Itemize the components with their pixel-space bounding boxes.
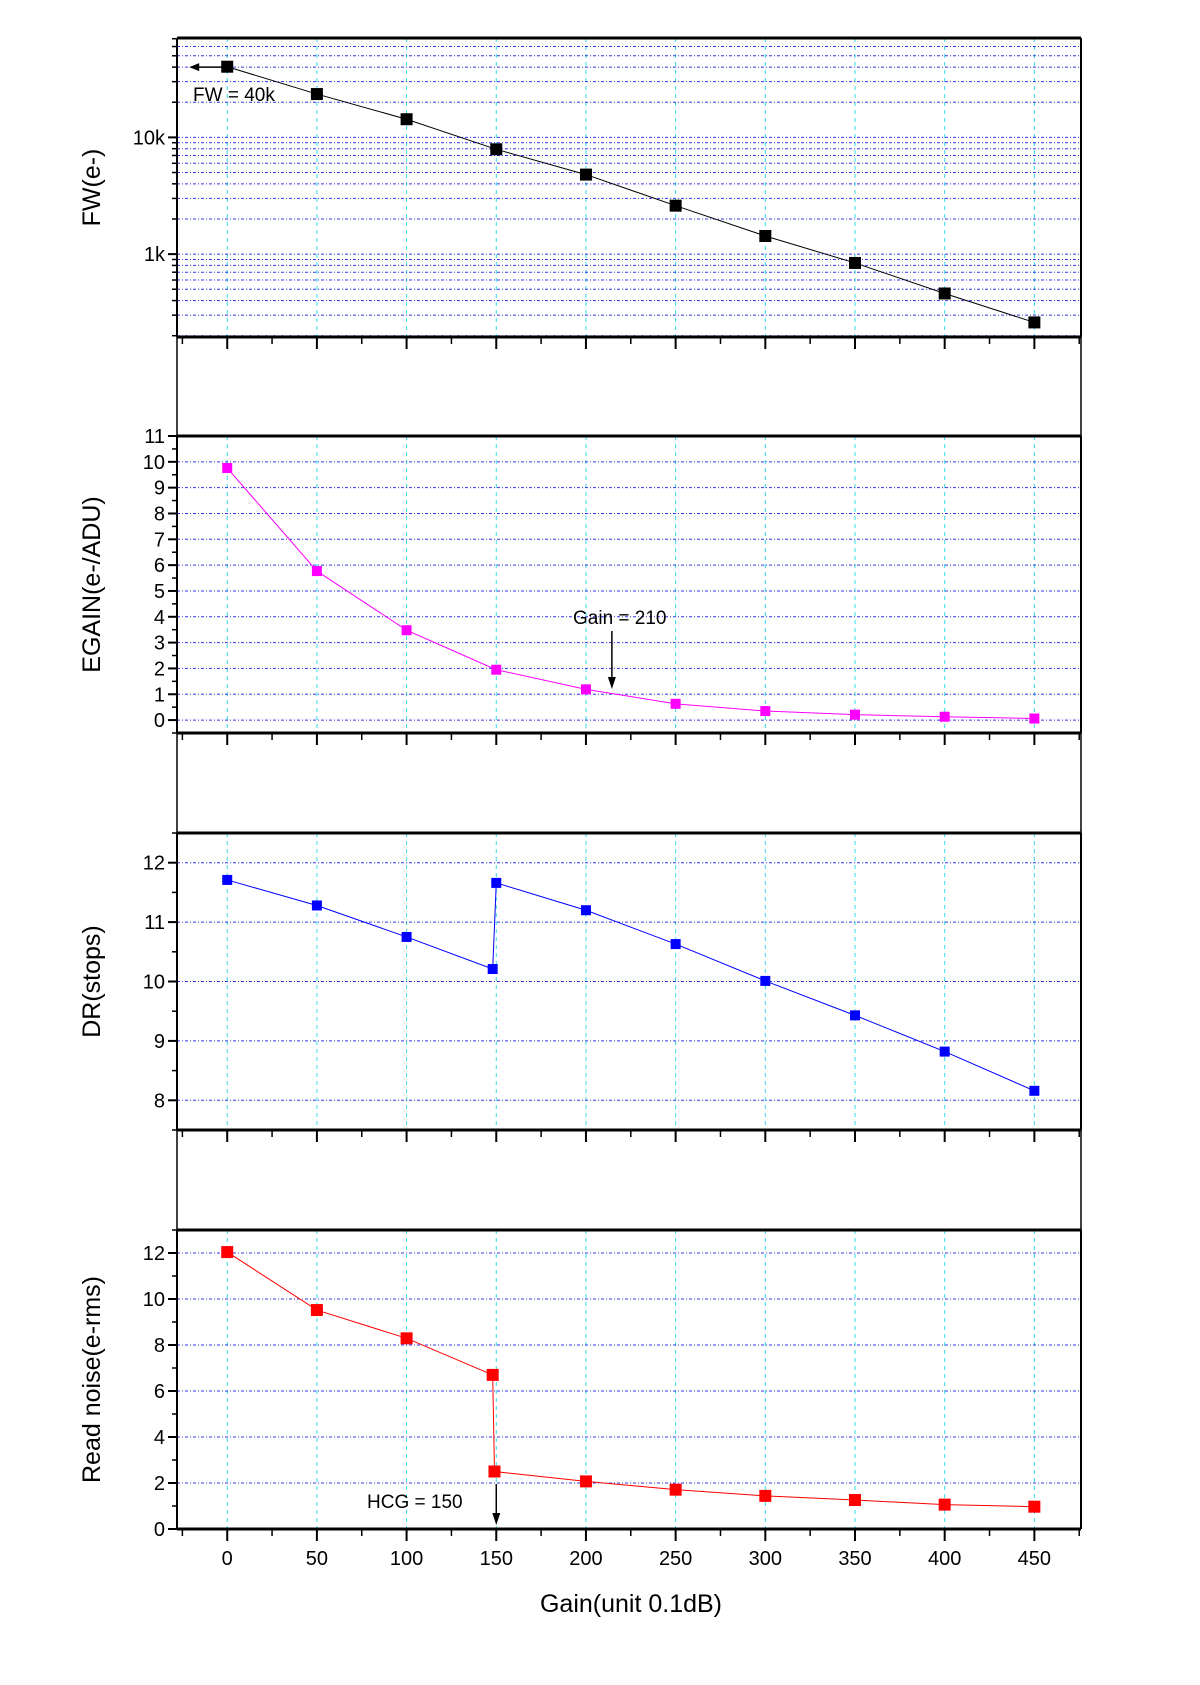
data-point	[490, 143, 503, 156]
data-point	[938, 1498, 951, 1511]
data-point	[669, 199, 682, 212]
data-point	[759, 229, 772, 242]
data-point	[400, 113, 413, 126]
data-point	[310, 1304, 323, 1317]
data-point	[669, 1483, 682, 1496]
panel-3: 8 9 10 11 12 DR(stops)	[78, 831, 1082, 1142]
y-tick-label: 5	[154, 581, 165, 603]
y-axis-label: Read noise(e-rms)	[78, 1276, 106, 1483]
x-tick-label: 100	[390, 1548, 423, 1570]
x-tick-label: 50	[306, 1548, 328, 1570]
y-tick-label: 10	[143, 452, 165, 474]
data-point	[760, 706, 771, 717]
data-point	[487, 964, 498, 975]
y-tick-label: 4	[154, 1427, 165, 1449]
y-tick-label: 12	[143, 1243, 165, 1265]
annotation-label: FW = 40k	[193, 85, 275, 106]
y-tick-label: 3	[154, 633, 165, 655]
panel-4: 0 2 4 6 8 10 12 0 50 100 150 200 250 300 350 400 450 Read…	[78, 1228, 1082, 1570]
data-point	[849, 256, 861, 269]
y-axis-label: EGAIN(e-/ADU)	[78, 496, 106, 672]
data-point	[491, 877, 502, 888]
data-point	[938, 287, 951, 300]
data-point	[491, 664, 502, 675]
y-tick-label: 10k	[133, 127, 166, 149]
y-tick-label: 0	[154, 1519, 165, 1541]
data-point	[222, 874, 233, 885]
series-line	[227, 66, 1035, 323]
data-point	[670, 698, 681, 709]
data-point	[579, 1475, 592, 1488]
y-tick-label: 7	[154, 529, 165, 551]
x-tick-label: 150	[480, 1548, 513, 1570]
annotation-label: HCG = 150	[367, 1492, 463, 1513]
data-point	[400, 1332, 413, 1345]
data-point	[1029, 713, 1040, 724]
data-point	[759, 1489, 772, 1502]
y-axis-label: FW(e-)	[78, 149, 106, 227]
y-tick-label: 1k	[144, 244, 166, 266]
x-tick-label: 300	[749, 1548, 782, 1570]
panel-1: 1k 10k FW(e-) FW = 40k	[78, 36, 1082, 349]
data-point	[939, 1046, 950, 1057]
y-tick-label: 2	[154, 658, 165, 680]
x-tick-label: 350	[838, 1548, 871, 1570]
data-point	[1029, 1085, 1040, 1096]
data-point	[221, 60, 234, 73]
arrow-head-icon	[607, 676, 616, 689]
data-point	[221, 1246, 234, 1259]
y-tick-label: 8	[154, 503, 165, 525]
y-tick-label: 11	[144, 426, 165, 448]
data-point	[850, 1010, 860, 1021]
arrow-head-icon	[492, 1513, 501, 1525]
data-point	[670, 939, 681, 950]
panel-2: 0 1 2 3 4 5 6 7 8 9 10 11 EGAIN(e-/ADU) Gain = 210	[78, 426, 1082, 745]
y-tick-label: 0	[154, 710, 165, 732]
y-tick-label: 8	[154, 1335, 165, 1357]
y-tick-label: 10	[143, 1289, 165, 1311]
y-tick-label: 6	[154, 555, 165, 577]
y-tick-label: 12	[143, 853, 165, 875]
y-tick-label: 9	[154, 478, 165, 500]
data-point	[486, 1368, 499, 1381]
data-point	[579, 168, 592, 181]
data-point	[939, 711, 950, 722]
y-tick-label: 2	[154, 1473, 165, 1495]
y-tick-label: 1	[154, 684, 165, 706]
x-tick-label: 200	[569, 1548, 602, 1570]
data-point	[850, 709, 860, 720]
data-point	[222, 463, 233, 474]
y-tick-label: 8	[154, 1090, 165, 1112]
y-axis-label: DR(stops)	[78, 925, 106, 1038]
x-tick-label: 400	[928, 1548, 961, 1570]
data-point	[849, 1494, 861, 1507]
data-point	[488, 1465, 501, 1478]
x-axis-label: Gain(unit 0.1dB)	[540, 1590, 722, 1618]
data-point	[310, 88, 323, 101]
data-point	[1028, 316, 1041, 329]
data-point	[760, 975, 771, 986]
y-tick-label: 9	[154, 1031, 165, 1053]
y-tick-label: 6	[154, 1381, 165, 1403]
y-tick-label: 10	[143, 972, 165, 994]
x-tick-label: 0	[222, 1548, 233, 1570]
arrow-head-icon	[189, 63, 200, 72]
data-point	[580, 905, 591, 916]
x-tick-label: 450	[1018, 1548, 1051, 1570]
data-point	[311, 566, 322, 577]
data-point	[580, 684, 591, 695]
data-point	[401, 931, 412, 942]
series-line	[226, 467, 1035, 720]
x-tick-label: 250	[659, 1548, 692, 1570]
data-point	[311, 900, 322, 911]
annotation-label: Gain = 210	[573, 608, 667, 629]
y-tick-label: 4	[154, 607, 165, 629]
data-point	[401, 625, 412, 636]
data-point	[1028, 1500, 1041, 1513]
y-tick-label: 11	[144, 912, 165, 934]
